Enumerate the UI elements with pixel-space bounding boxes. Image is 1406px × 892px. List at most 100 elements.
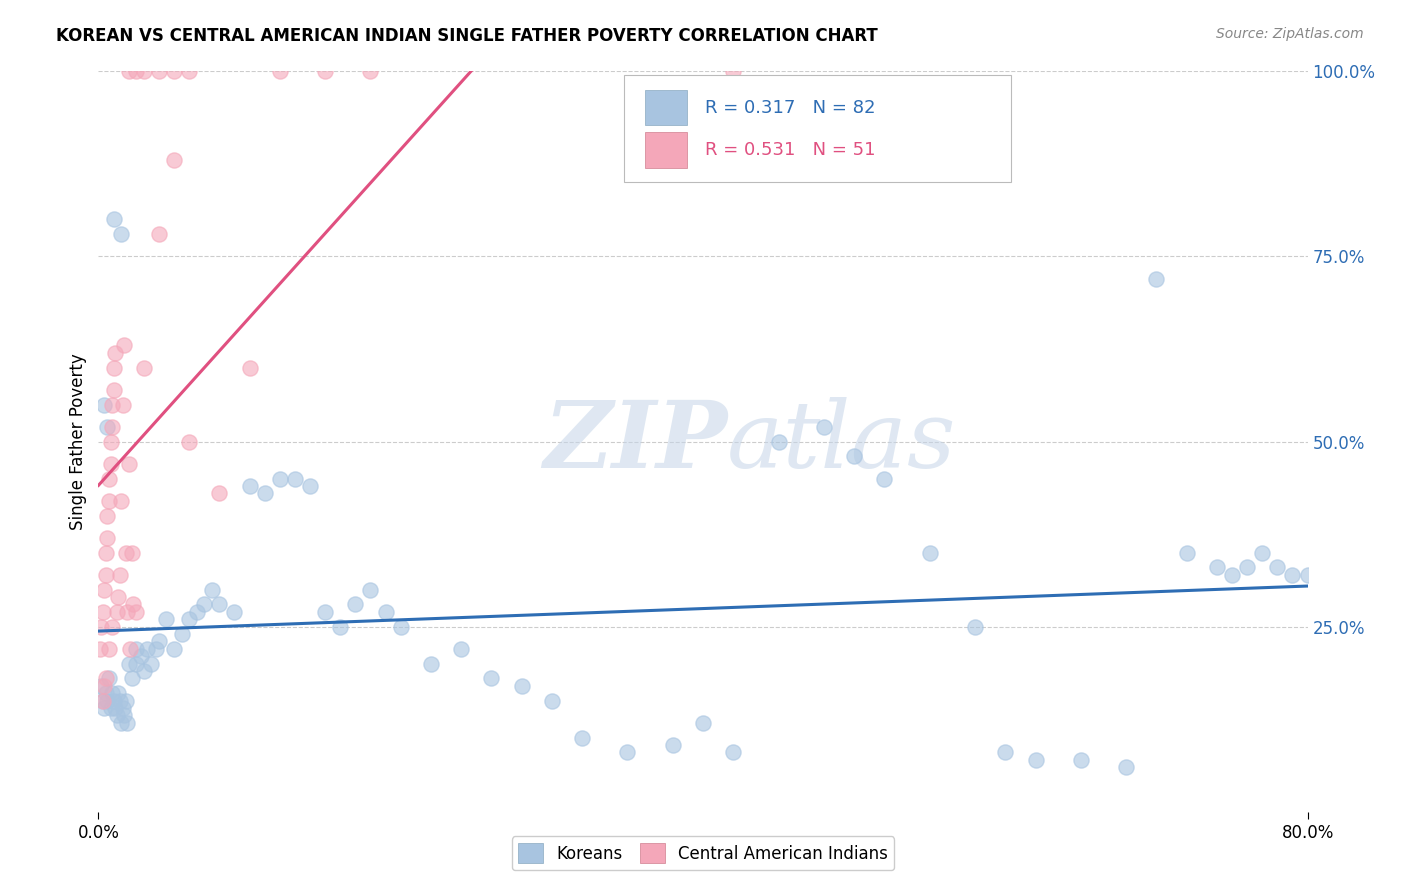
Point [93,398,115,412]
Point [179,612,201,626]
Point [253,486,276,500]
Point [129,649,152,664]
Point [1206,560,1229,574]
Point [201,582,224,597]
Point [103,212,125,227]
Point [374,605,396,619]
Point [110,715,132,730]
Point [148,227,170,242]
Point [122,598,145,612]
Point [96,508,118,523]
Point [98,471,121,485]
Point [101,619,124,633]
Point [94,567,117,582]
Point [125,64,148,78]
Point [103,383,125,397]
Point [965,619,987,633]
Point [94,672,117,686]
Point [269,64,291,78]
Point [1236,560,1258,574]
Point [314,64,336,78]
Point [107,590,129,604]
Point [94,546,117,560]
Point [1251,546,1274,560]
Point [98,672,121,686]
Point [571,731,593,745]
Point [193,598,215,612]
Point [115,605,138,619]
Point [121,672,143,686]
Point [96,531,118,545]
Point [179,64,201,78]
Point [91,605,114,619]
Point [844,450,866,464]
Point [114,694,136,708]
Point [108,567,131,582]
Point [163,153,186,168]
Point [239,479,262,493]
Point [108,694,131,708]
Point [100,457,122,471]
Point [284,471,307,485]
Point [90,679,112,693]
Point [132,360,155,375]
Point [723,64,745,78]
Point [813,419,835,434]
Point [420,657,443,671]
Point [170,627,193,641]
Point [98,493,121,508]
Point [163,641,186,656]
Point [1115,760,1137,774]
Point [103,694,125,708]
Point [118,657,141,671]
Text: R = 0.531   N = 51: R = 0.531 N = 51 [706,141,876,159]
Point [155,612,177,626]
Point [540,694,562,708]
Point [110,227,132,242]
Point [768,434,790,449]
Point [360,64,382,78]
Point [94,686,117,700]
Point [89,641,111,656]
Point [329,619,352,633]
Point [118,457,141,471]
Point [389,619,412,633]
Text: KOREAN VS CENTRAL AMERICAN INDIAN SINGLE FATHER POVERTY CORRELATION CHART: KOREAN VS CENTRAL AMERICAN INDIAN SINGLE… [56,27,877,45]
Point [125,657,148,671]
Point [135,641,157,656]
Point [1281,567,1303,582]
Point [299,479,322,493]
FancyBboxPatch shape [645,132,688,168]
Point [148,64,170,78]
Point [100,434,122,449]
Point [208,486,231,500]
Text: Source: ZipAtlas.com: Source: ZipAtlas.com [1216,27,1364,41]
Point [186,605,208,619]
Point [1070,753,1092,767]
Point [481,672,503,686]
Point [101,686,124,700]
Point [314,605,336,619]
Point [93,679,115,693]
Point [145,641,167,656]
Point [1220,567,1243,582]
Point [104,345,127,359]
Point [100,701,122,715]
Point [93,701,115,715]
Point [110,493,132,508]
Point [121,546,143,560]
Point [104,701,127,715]
Point [120,641,142,656]
Point [96,694,118,708]
Text: R = 0.317   N = 82: R = 0.317 N = 82 [706,99,876,117]
Point [450,641,472,656]
Point [107,686,129,700]
Point [132,64,155,78]
Point [723,746,745,760]
Point [208,598,231,612]
Point [111,701,134,715]
Point [360,582,382,597]
Point [269,471,291,485]
Y-axis label: Single Father Poverty: Single Father Poverty [69,353,87,530]
Point [91,694,114,708]
